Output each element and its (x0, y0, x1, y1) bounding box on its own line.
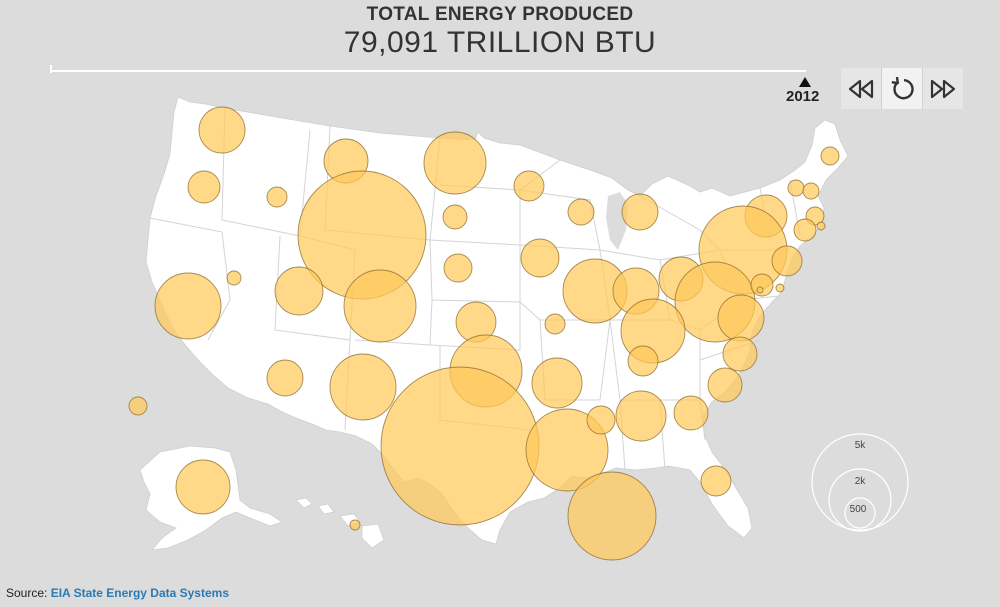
state-bubbles (128, 106, 840, 561)
timeline-marker-icon[interactable] (799, 77, 811, 87)
state-energy-bubble[interactable] (513, 170, 545, 202)
state-energy-bubble[interactable] (567, 198, 595, 226)
state-energy-bubble[interactable] (442, 204, 468, 230)
state-energy-bubble[interactable] (544, 313, 566, 335)
state-energy-bubble[interactable] (707, 367, 743, 403)
total-energy-value: 79,091 TRILLION BTU (343, 26, 657, 59)
state-energy-bubble[interactable] (802, 182, 820, 200)
state-energy-bubble[interactable] (700, 465, 732, 497)
state-energy-bubble[interactable] (343, 269, 417, 343)
state-energy-bubble[interactable] (717, 294, 765, 342)
state-energy-bubble[interactable] (423, 131, 487, 195)
state-energy-bubble[interactable] (771, 245, 803, 277)
state-energy-bubble[interactable] (673, 395, 709, 431)
replay-button[interactable] (881, 68, 922, 109)
state-energy-bubble[interactable] (816, 221, 826, 231)
hawaii-shape (295, 497, 385, 549)
state-energy-bubble[interactable] (531, 357, 583, 409)
legend-circle-2k (828, 468, 892, 532)
state-energy-bubble[interactable] (187, 170, 221, 204)
state-energy-bubble[interactable] (520, 238, 560, 278)
state-energy-bubble[interactable] (329, 353, 397, 421)
source-prefix: Source: (6, 586, 48, 600)
state-energy-bubble[interactable] (775, 283, 785, 293)
chart-title: TOTAL ENERGY PRODUCED (366, 4, 634, 25)
state-energy-bubble[interactable] (266, 359, 304, 397)
state-energy-bubble[interactable] (567, 471, 657, 561)
state-energy-bubble[interactable] (266, 186, 288, 208)
legend-label-500: 500 (850, 504, 867, 515)
legend-label-5k: 5k (855, 440, 867, 451)
rewind-button[interactable] (841, 68, 881, 109)
source-link[interactable]: EIA State Energy Data Systems (50, 586, 229, 600)
state-energy-bubble[interactable] (750, 273, 774, 297)
state-energy-bubble[interactable] (793, 218, 817, 242)
state-energy-bubble[interactable] (627, 345, 659, 377)
state-energy-bubble[interactable] (128, 396, 148, 416)
timeline-slider[interactable] (50, 70, 806, 72)
state-energy-bubble[interactable] (226, 270, 242, 286)
state-energy-bubble[interactable] (380, 366, 540, 526)
state-energy-bubble[interactable] (722, 336, 758, 372)
state-energy-bubble[interactable] (349, 519, 361, 531)
state-energy-bubble[interactable] (175, 459, 231, 515)
replay-icon (891, 76, 914, 99)
timeline-start-cap (50, 65, 52, 73)
state-energy-bubble[interactable] (820, 146, 840, 166)
current-year: 2012 (786, 88, 820, 105)
state-energy-bubble[interactable] (525, 408, 609, 492)
state-energy-bubble[interactable] (198, 106, 246, 154)
state-energy-bubble[interactable] (787, 179, 805, 197)
state-energy-bubble[interactable] (621, 193, 659, 231)
fast-forward-button[interactable] (922, 68, 963, 109)
size-legend: 5k 2k 500 (811, 433, 909, 532)
rewind-icon (848, 79, 874, 98)
state-energy-bubble[interactable] (615, 390, 667, 442)
playback-controls (841, 68, 963, 109)
legend-label-2k: 2k (855, 476, 867, 487)
state-energy-bubble[interactable] (586, 405, 616, 435)
fast-forward-icon (930, 79, 956, 98)
legend-circle-500 (844, 497, 876, 529)
state-energy-bubble[interactable] (443, 253, 473, 283)
state-energy-bubble[interactable] (756, 286, 764, 294)
state-energy-bubble[interactable] (274, 266, 324, 316)
source-note: Source: EIA State Energy Data Systems (6, 586, 229, 600)
legend-circle-5k (811, 433, 909, 531)
state-energy-bubble[interactable] (154, 272, 222, 340)
